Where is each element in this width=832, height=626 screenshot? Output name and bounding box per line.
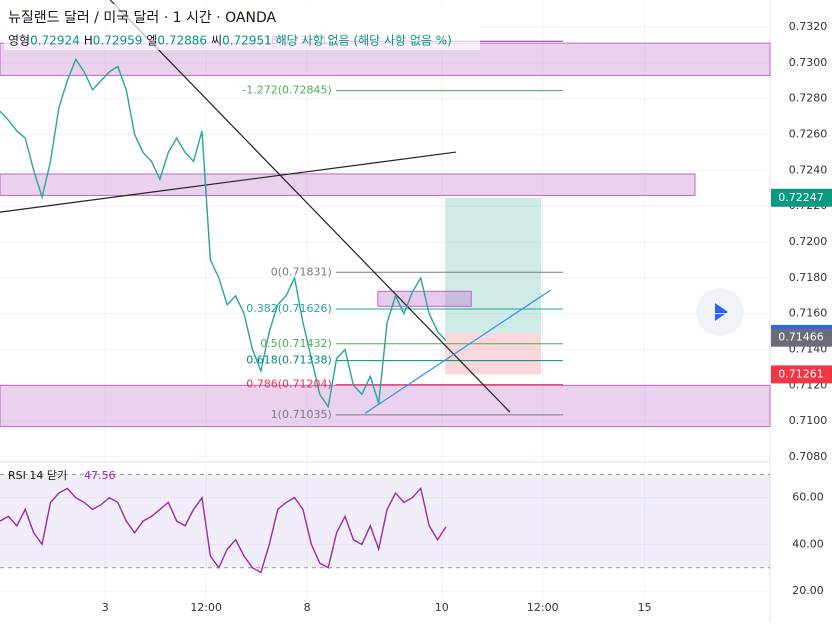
panel: [0, 0, 771, 462]
ohlc-value: 0.72951: [222, 34, 272, 48]
price-tag-label: 0.72247: [778, 191, 824, 204]
y-tick-label: 20.00: [792, 584, 824, 597]
price-line: [0, 57, 447, 409]
symbol-title: 뉴질랜드 달러 / 미국 달러 · 1 시간 · OANDA: [8, 10, 276, 26]
x-tick-label: 12:00: [190, 601, 222, 614]
price-tag-label: 0.71466: [778, 331, 824, 344]
x-tick-label: 12:00: [527, 601, 559, 614]
ohlc-value: 0.72959: [93, 34, 143, 48]
price-tag: [771, 188, 832, 207]
y-tick-label: 0.7180: [789, 271, 828, 284]
y-tick-label: 40.00: [792, 537, 824, 550]
y-tick-label: 60.00: [792, 491, 824, 504]
play-icon: [715, 303, 728, 321]
price-tag-label: 0.71261: [778, 367, 824, 380]
ohlc-label: 영형: [8, 34, 30, 48]
price-tag: [771, 365, 832, 384]
y-tick-label: 0.7280: [789, 92, 828, 105]
price-tag: [771, 328, 832, 347]
ohlc-value: 0.72924: [30, 34, 80, 48]
fib-label: 0(0.71831): [271, 265, 332, 278]
indicator-title: RSI 14 닫기: [8, 469, 67, 482]
fib-label: 0.5(0.71432): [260, 337, 332, 350]
y-tick-label: 0.7240: [789, 163, 828, 176]
fib-label: 1(0.71035): [271, 408, 332, 421]
y-tick-label: 0.7300: [789, 56, 828, 69]
zone: [0, 173, 696, 196]
legend-bg: [4, 4, 480, 50]
profit-zone: [445, 197, 542, 334]
x-tick-label: 15: [638, 601, 652, 614]
indicator-value: 47.56: [84, 469, 116, 482]
ohlc-label: 엘: [146, 34, 157, 48]
x-tick-label: 3: [102, 601, 109, 614]
x-tick-label: 10: [435, 601, 449, 614]
loss-zone: [445, 333, 542, 375]
fib-label: 0.786(0.71204): [246, 378, 332, 391]
rsi-line: [0, 486, 447, 574]
y-tick-label: 0.7100: [789, 414, 828, 427]
change-value: 해당 사항 없음 (해당 사항 없음 %): [276, 34, 452, 48]
ohlc-value: 0.72886: [157, 34, 207, 48]
y-tick-label: 0.7160: [789, 307, 828, 320]
y-tick-label: 0.7080: [789, 450, 828, 463]
trend-line: [109, 0, 511, 413]
trend-line: [0, 151, 457, 213]
zone: [0, 384, 771, 428]
ohlc-label: H: [84, 34, 93, 48]
panel: [0, 462, 770, 600]
fib-label: 0.382(0.71626): [246, 302, 332, 315]
ohlc-label: 씨: [211, 34, 222, 48]
trend-line: [364, 289, 551, 414]
fib-label: -1.272(0.72845): [242, 84, 332, 97]
x-tick-label: 8: [304, 601, 311, 614]
y-tick-label: 0.7320: [789, 20, 828, 33]
y-tick-label: 0.7260: [789, 128, 828, 141]
fib-label: 0.618(0.71338): [246, 354, 332, 367]
y-tick-label: 0.7200: [789, 235, 828, 248]
